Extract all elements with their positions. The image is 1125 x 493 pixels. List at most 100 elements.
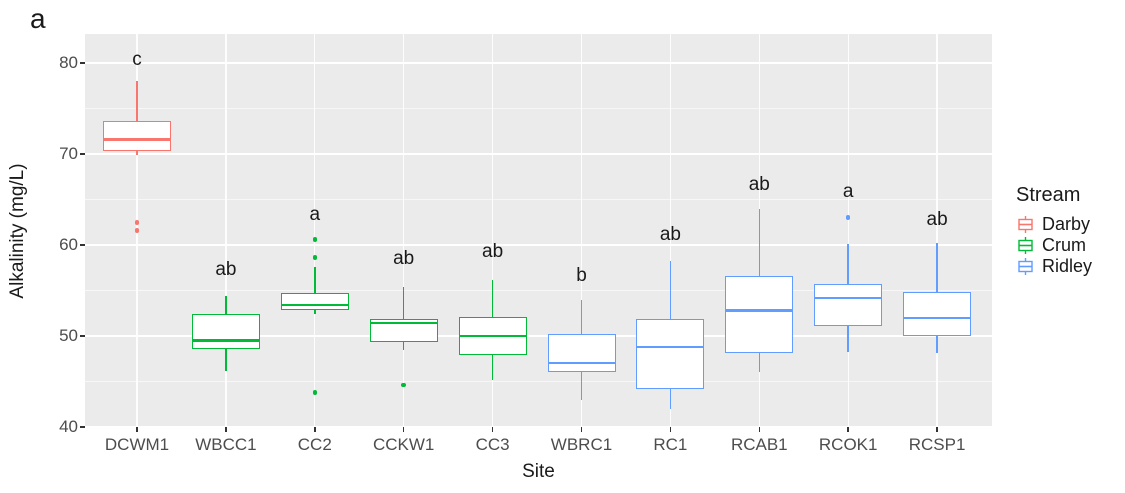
significance-letter: ab [482,241,504,263]
gridline-major [85,244,992,246]
boxplot-whisker [136,81,138,155]
significance-letter: ab [926,209,948,231]
gridline-major [85,153,992,155]
y-tick-label: 70 [59,144,78,163]
boxplot-key-icon [1018,237,1033,254]
panel-letter-label: a [30,3,46,34]
x-tick-label: WBRC1 [550,435,613,454]
x-tick-mark [936,427,938,432]
legend-label: Ridley [1042,256,1093,276]
legend-title: Stream [1016,184,1081,206]
significance-letter: a [309,203,321,225]
gridline-vertical [225,34,227,427]
boxplot-median [369,322,438,325]
legend-entries: Darby Crum Ridley [1016,214,1092,277]
boxplot-median [458,334,527,338]
gridline-major [85,62,992,64]
boxplot-box [191,314,260,349]
significance-letter: ab [659,223,681,245]
x-tick-label: WBCC1 [195,435,257,454]
x-tick-mark [491,427,494,432]
boxplot-box [814,284,883,326]
boxplot-box [903,292,972,336]
outlier-point [312,255,318,261]
y-tick-label: 60 [59,235,78,254]
boxplot-median [280,303,349,307]
boxplot-box [547,334,616,373]
boxplot-box [280,293,349,310]
boxplot-box [369,318,438,343]
gridline-minor [85,108,992,109]
y-tick-label: 40 [59,417,78,436]
boxplot-median [547,362,616,365]
x-tick-label: CC3 [475,435,510,454]
boxplot-box [103,121,171,152]
y-tick-mark [80,62,85,64]
significance-letter: a [842,181,854,203]
gridline-vertical [580,34,583,427]
gridline-vertical [314,34,316,427]
x-tick-mark [402,427,405,432]
x-axis-title: Site [522,461,555,482]
outlier-point [134,219,140,225]
legend-entry-ridley: Ridley [1016,256,1092,277]
boxplot-median [636,345,705,349]
x-tick-mark [136,427,138,432]
x-tick-label: RCSP1 [908,435,966,454]
outlier-point [312,237,318,242]
x-tick-mark [580,427,583,432]
x-tick-mark [669,427,672,432]
x-tick-mark [314,427,316,432]
legend: Stream Darby Crum Ridley [1016,184,1092,277]
gridline-minor [85,199,992,200]
boxplot-key-icon [1018,258,1033,275]
gridline-major [85,426,992,427]
y-tick-label: 50 [59,326,78,345]
legend-label: Crum [1042,235,1086,255]
gridline-vertical [403,34,405,427]
gridline-minor [85,381,992,382]
y-tick-label: 80 [59,53,78,72]
boxplot-whisker [402,286,405,350]
legend-entry-crum: Crum [1016,235,1092,256]
plot-panel: c ab a ab ab b ab ab a ab [85,34,992,427]
boxplot-median [814,296,883,299]
boxplot-median [191,339,260,342]
significance-letter: b [576,264,587,286]
y-tick-mark [80,153,85,155]
x-tick-mark [758,427,761,432]
y-tick-mark [80,244,85,246]
gridline-minor [85,290,992,291]
gridline-vertical [669,34,672,427]
x-tick-label: CCKW1 [372,435,435,454]
boxplot-median [725,309,794,312]
boxplot-whisker [314,266,316,315]
x-tick-label: RCOK1 [818,435,878,454]
legend-entry-darby: Darby [1016,214,1092,235]
boxplot-box [636,318,705,389]
x-tick-label: CC2 [297,435,332,454]
gridline-vertical [847,34,849,427]
boxplot-box [725,275,794,354]
y-tick-mark [80,426,85,428]
x-tick-label: RC1 [653,435,688,454]
gridline-major [85,335,992,337]
boxplot-median [103,138,171,141]
significance-letter: c [132,49,142,71]
outlier-point [312,390,318,395]
gridline-vertical [491,34,494,427]
x-tick-label: RCAB1 [730,435,788,454]
y-tick-mark [80,335,85,337]
x-tick-label: DCWM1 [104,435,170,454]
x-tick-mark [225,427,227,432]
significance-letter: ab [215,259,237,281]
significance-letter: ab [393,247,415,269]
outlier-point [134,228,140,233]
outlier-point [845,215,851,220]
boxplot-median [903,316,972,319]
x-tick-mark [847,427,849,432]
boxplot-key-icon [1018,216,1033,233]
legend-label: Darby [1042,214,1091,234]
outlier-point [401,382,406,388]
